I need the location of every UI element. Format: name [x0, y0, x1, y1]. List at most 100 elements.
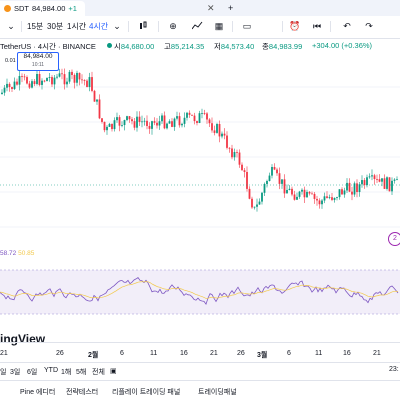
candle-body	[326, 196, 328, 198]
candle-body	[146, 120, 148, 127]
alert-icon[interactable]: ⏰	[289, 20, 301, 31]
candle-body	[71, 71, 73, 76]
candle-body	[33, 81, 36, 85]
price-chart[interactable]	[0, 52, 400, 262]
x-tick-label: 21	[210, 350, 218, 357]
candle-body	[131, 119, 133, 122]
candle-body	[8, 83, 11, 88]
range-3d[interactable]: 3일	[10, 369, 21, 376]
range-ytd[interactable]: YTD	[44, 367, 58, 374]
redo-icon[interactable]: ↷	[365, 20, 373, 31]
indicators-icon[interactable]	[190, 19, 204, 33]
active-tab[interactable]: SDT 84,984.00 +1	[0, 1, 85, 16]
compare-icon[interactable]: ⊕	[169, 20, 177, 31]
candle-body	[346, 182, 348, 191]
chevron-down-icon[interactable]: ⌄	[7, 20, 15, 31]
candle-body	[296, 196, 298, 200]
templates-icon[interactable]: ▦	[214, 20, 224, 31]
candle-body	[286, 189, 288, 194]
timeframe-15m[interactable]: 15분	[27, 22, 44, 31]
candle-body	[218, 124, 221, 137]
timeframe-30m[interactable]: 30분	[47, 22, 64, 31]
ohlc-close: 종84,983.99	[262, 42, 303, 51]
candle-body	[251, 198, 253, 208]
x-tick-label: 21	[373, 350, 381, 357]
x-tick-label: 2월	[88, 352, 99, 359]
timeframe-4h[interactable]: 4시간	[89, 22, 109, 31]
range-1y[interactable]: 1해	[61, 369, 72, 376]
x-tick-label: 11	[315, 350, 323, 357]
candle-body	[343, 190, 346, 195]
strategy-tester-tab[interactable]: 전략테스터	[66, 389, 99, 396]
candle-body	[361, 180, 363, 185]
undo-icon[interactable]: ↶	[343, 20, 351, 31]
candle-body	[223, 133, 226, 136]
candle-body	[316, 198, 318, 201]
candle-body	[393, 179, 396, 181]
close-tab-icon[interactable]: ✕	[207, 3, 215, 13]
candle-body	[268, 175, 271, 181]
indicator-badge[interactable]: 2	[388, 232, 400, 246]
ohlc-change: +304.00 (+0.36%)	[312, 41, 373, 50]
candle-body	[243, 170, 246, 172]
range-selector: 일 3일 6일 YTD 1해 5해 전체 ▣	[0, 362, 400, 377]
current-price-box: 84,984.00 10:11	[17, 52, 59, 71]
chart-toolbar: ⌄ 15분 30분 1시간 4시간 ⌄ ⊕ ▦ ▭ ⏰ ⏮ ↶ ↷	[0, 16, 400, 39]
replay-icon[interactable]: ⏮	[312, 20, 322, 31]
candle-body	[211, 123, 213, 131]
candle-body	[376, 179, 378, 180]
rsi-pane[interactable]	[0, 262, 400, 342]
candle-body	[143, 120, 146, 122]
candle-body	[221, 133, 223, 137]
toolbar-divider	[128, 21, 129, 32]
candle-body	[333, 197, 336, 200]
candle-body	[76, 72, 78, 83]
layout-icon[interactable]: ▭	[242, 20, 252, 31]
candle-body	[41, 80, 43, 85]
candle-body	[206, 113, 208, 120]
candle-body	[366, 177, 368, 186]
candle-body	[158, 121, 161, 126]
candle-body	[118, 117, 121, 126]
candle-body	[338, 189, 341, 198]
candle-body	[21, 76, 23, 77]
candle-body	[171, 121, 173, 127]
candle-body	[266, 180, 268, 184]
pine-editor-tab[interactable]: Pine 에디터	[20, 389, 56, 396]
candle-body	[186, 112, 188, 118]
candle-body	[306, 191, 308, 198]
time-axis[interactable]: 21 26 2월 6 11 16 21 26 3월 6 11 16 21	[0, 342, 400, 363]
date-range-icon[interactable]: ▣	[110, 368, 117, 375]
chevron-down-icon[interactable]: ⌄	[113, 20, 121, 31]
candle-body	[236, 151, 238, 153]
candle-body	[81, 79, 83, 81]
tab-symbol: SDT	[14, 4, 29, 13]
candle-body	[263, 183, 266, 193]
candle-body	[378, 179, 381, 182]
candles-icon[interactable]	[136, 19, 150, 33]
candle-body	[213, 130, 216, 133]
toolbar-divider	[21, 21, 22, 32]
range-1d[interactable]: 일	[0, 369, 7, 376]
x-tick-label: 6	[287, 350, 291, 357]
browser-tab-strip: SDT 84,984.00 +1 ✕ +	[0, 0, 400, 16]
x-tick-label: 26	[56, 350, 64, 357]
replay-panel-tab[interactable]: 리플레이 트레이딩 패널	[112, 389, 181, 396]
range-all[interactable]: 전체	[92, 369, 105, 376]
range-5y[interactable]: 5해	[76, 369, 87, 376]
candle-body	[311, 193, 313, 195]
trading-panel-tab[interactable]: 트레이딩패널	[198, 389, 237, 396]
timeframe-1h[interactable]: 1시간	[67, 22, 87, 31]
candle-body	[38, 73, 41, 85]
candle-body	[6, 83, 8, 88]
range-6d[interactable]: 6일	[27, 369, 38, 376]
candle-body	[303, 189, 306, 198]
candle-body	[163, 115, 166, 129]
candle-body	[183, 117, 186, 124]
candle-body	[156, 122, 158, 126]
new-tab-icon[interactable]: +	[228, 3, 234, 13]
candle-body	[288, 188, 291, 190]
candle-body	[196, 121, 198, 123]
candle-body	[246, 171, 248, 189]
candle-body	[3, 87, 6, 93]
